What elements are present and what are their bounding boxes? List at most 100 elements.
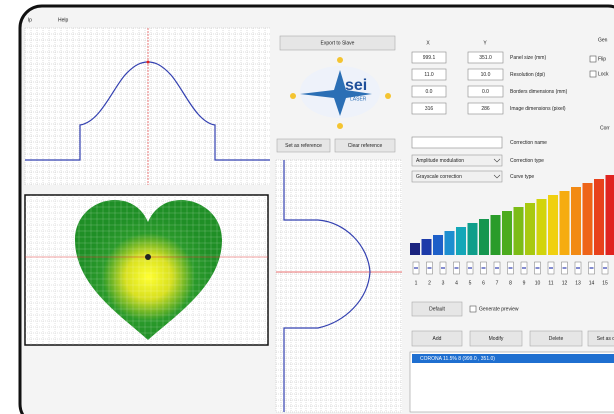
logo-text: sei	[345, 77, 367, 94]
label: Gen	[598, 37, 608, 43]
gradient-bar	[456, 227, 466, 255]
dropdown[interactable]	[411, 170, 503, 183]
label: Delete	[549, 336, 564, 342]
label: Y	[483, 40, 487, 46]
button[interactable]	[529, 330, 583, 347]
input[interactable]	[411, 102, 447, 115]
gradient-bar	[513, 207, 524, 255]
label: 2	[428, 280, 431, 286]
label: 4	[455, 280, 458, 286]
gradient-bar	[536, 199, 547, 255]
input[interactable]	[467, 85, 504, 98]
bulb	[337, 57, 343, 63]
label: Generate preview	[479, 306, 519, 312]
gradient-bar	[605, 175, 614, 255]
label: X	[426, 40, 430, 46]
label: Resolution (dpi)	[510, 72, 545, 78]
label: 999.1	[423, 55, 436, 61]
button[interactable]	[279, 35, 396, 51]
label: Amplitude modulation	[416, 158, 464, 164]
label: 286	[481, 106, 490, 112]
label: 1	[415, 280, 418, 286]
label: 9	[523, 280, 526, 286]
input[interactable]	[467, 102, 504, 115]
label: Modify	[489, 336, 504, 342]
label: 12	[562, 280, 568, 286]
checkbox[interactable]	[589, 70, 597, 78]
label: 8	[509, 280, 512, 286]
gradient-bar	[559, 191, 570, 255]
button[interactable]	[587, 330, 614, 347]
gradient-bar	[582, 183, 593, 255]
label: Add	[433, 336, 442, 342]
profile	[283, 160, 371, 412]
gradient-bar	[548, 195, 558, 255]
center	[145, 254, 151, 260]
graph-area	[25, 28, 270, 185]
label: CORONA 11.5% 8 (999.0 , 351.0)	[420, 356, 495, 362]
checkbox[interactable]	[469, 305, 477, 313]
button[interactable]	[276, 138, 331, 153]
label: lp	[28, 17, 32, 23]
gradient-bar	[490, 215, 501, 255]
checkbox[interactable]	[589, 55, 597, 63]
label: 3	[442, 280, 445, 286]
label: 0.0	[482, 89, 489, 95]
gradient-bar	[433, 235, 443, 255]
heart	[75, 200, 222, 340]
gradient-bar	[594, 179, 604, 255]
label: Help	[58, 17, 69, 23]
label: Panel size (mm)	[510, 55, 546, 61]
label: Lock	[598, 71, 609, 77]
label: 316	[425, 106, 434, 112]
label: 11	[548, 280, 553, 286]
dropdown[interactable]	[411, 154, 503, 167]
label: Export to Slave	[321, 40, 355, 46]
label: Grayscale correction	[416, 174, 462, 180]
bulb	[290, 93, 296, 99]
label: Curve type	[510, 174, 534, 180]
button[interactable]	[334, 138, 396, 153]
gradient-bar	[571, 187, 581, 255]
label: 5	[469, 280, 472, 286]
list-item-highlight[interactable]	[412, 354, 614, 363]
label: Correction name	[510, 140, 547, 146]
dropdown-arrow	[493, 174, 501, 179]
button[interactable]	[411, 330, 463, 347]
button[interactable]	[469, 330, 523, 347]
bulb	[337, 123, 343, 129]
label: Correction type	[510, 158, 544, 164]
gradient-bar	[525, 203, 535, 255]
input[interactable]	[467, 51, 504, 64]
label: Set as def	[597, 336, 614, 342]
bulb	[385, 93, 391, 99]
label: Corr	[600, 125, 610, 131]
gradient-bar	[421, 239, 432, 255]
gradient-bar	[479, 219, 489, 255]
input[interactable]	[411, 85, 447, 98]
label: 0.0	[426, 89, 433, 95]
label: Image dimensions (pixel)	[510, 106, 566, 112]
input[interactable]	[411, 51, 447, 64]
label: Borders dimensions (mm)	[510, 89, 568, 95]
label: Flip	[598, 56, 606, 62]
label: 15	[602, 280, 608, 286]
input[interactable]	[411, 136, 503, 149]
label: 11.0	[424, 72, 434, 78]
gradient-bar	[502, 211, 512, 255]
gradient-bar	[410, 243, 420, 255]
input[interactable]	[467, 68, 504, 81]
button[interactable]	[411, 301, 463, 317]
logo-sub: LASER	[350, 96, 367, 102]
label: 6	[482, 280, 485, 286]
input[interactable]	[411, 68, 447, 81]
heart-frame	[24, 194, 269, 346]
peak	[146, 60, 150, 64]
logo-star	[300, 70, 372, 116]
label: 351.0	[479, 55, 492, 61]
label: 10.0	[481, 72, 491, 78]
label: 10	[535, 280, 541, 286]
label: Clear reference	[348, 143, 383, 149]
